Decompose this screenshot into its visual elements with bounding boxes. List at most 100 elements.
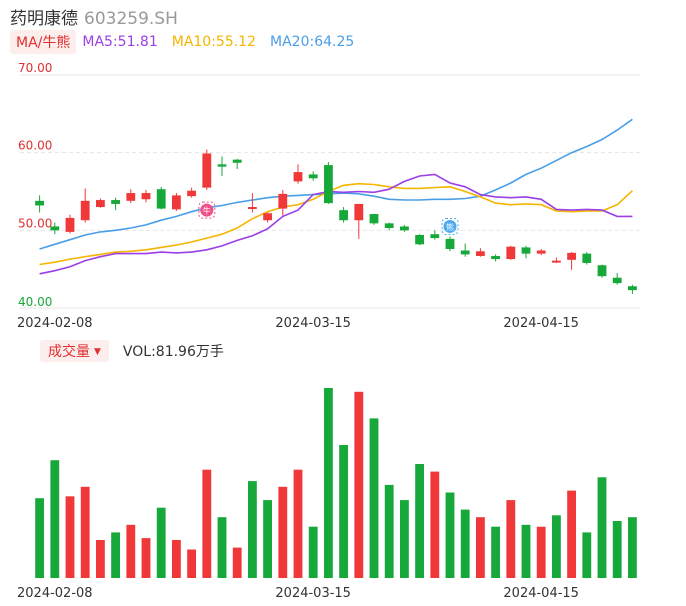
x-tick-label: 2024-03-15 [275, 316, 351, 331]
volume-bar [354, 391, 364, 578]
volume-bar [35, 498, 45, 578]
ma10-label: MA10:55.12 [171, 34, 257, 50]
candle-body [50, 226, 60, 231]
volume-bar [506, 500, 516, 578]
volume-bar [50, 460, 60, 578]
candle-body [506, 246, 516, 260]
candle-body [491, 255, 501, 260]
volume-bar [156, 507, 166, 578]
volume-bar [217, 517, 227, 578]
volume-bar [460, 509, 470, 578]
candle-body [551, 260, 561, 263]
volume-bar [369, 418, 379, 578]
volume-bar [597, 477, 607, 578]
ma5-label: MA5:51.81 [82, 34, 158, 50]
caret-down-icon: ▼ [94, 347, 101, 357]
candle-body [369, 214, 379, 224]
ma20-line [39, 118, 633, 250]
candle-body [521, 247, 531, 254]
volume-indicator-button[interactable]: 成交量 ▼ [40, 340, 109, 362]
volume-bar [323, 388, 333, 578]
volume-bar [627, 517, 637, 578]
volume-bar [232, 547, 242, 578]
volume-bar [202, 469, 212, 578]
y-tick-label: 70.00 [18, 61, 52, 75]
candle-body [278, 193, 288, 209]
volume-bar [247, 481, 257, 578]
bull-icon-badge [200, 203, 214, 217]
candle-body [65, 217, 75, 232]
volume-bar [399, 500, 409, 578]
volume-x-tick-label: 2024-04-15 [503, 586, 579, 601]
volume-x-tick-label: 2024-02-08 [17, 586, 93, 601]
candle-body [323, 165, 333, 204]
candle-body [217, 164, 227, 167]
volume-bar [475, 517, 485, 578]
stock-title: 药明康德 603259.SH [10, 4, 178, 29]
candle-body [567, 252, 577, 260]
stock-name: 药明康德 [10, 9, 78, 29]
candle-body [141, 193, 151, 200]
volume-bar [187, 549, 197, 578]
x-tick-label: 2024-04-15 [503, 316, 579, 331]
volume-button-label: 成交量 [48, 344, 90, 360]
candle-body [35, 200, 45, 206]
candle-body [475, 251, 485, 256]
candle-body [415, 234, 425, 245]
volume-legend: 成交量 ▼ VOL:81.96万手 [40, 340, 224, 362]
volume-bar [384, 484, 394, 578]
ma10-line [39, 182, 633, 266]
candle-body [445, 238, 455, 249]
volume-bar [80, 486, 90, 578]
volume-bar [141, 538, 151, 578]
candle-body [430, 234, 440, 239]
volume-bar [293, 469, 303, 578]
volume-bar [612, 521, 622, 578]
candle-body [293, 172, 303, 182]
candle-body [582, 253, 592, 263]
volume-value: VOL:81.96万手 [122, 344, 224, 360]
bear-icon-badge [443, 219, 457, 233]
ma5-line [39, 173, 633, 275]
candle-body [80, 200, 90, 221]
volume-x-tick-label: 2024-03-15 [275, 586, 351, 601]
ma-indicator-button[interactable]: MA/牛熊 [10, 30, 77, 54]
bear-icon-text: 熊 [446, 222, 454, 232]
candle-body [384, 223, 394, 229]
bull-icon-text: 牛 [203, 206, 211, 216]
candle-body [339, 210, 349, 221]
volume-bar [126, 524, 136, 578]
candle-body [399, 226, 409, 231]
candle-body [126, 193, 136, 201]
volume-bar [65, 496, 75, 578]
volume-bar [308, 526, 318, 578]
y-tick-label: 40.00 [18, 295, 52, 309]
candle-body [263, 213, 273, 221]
volume-bar [551, 515, 561, 578]
volume-bar [445, 492, 455, 578]
volume-bar [415, 464, 425, 578]
bear-icon-frame [441, 217, 459, 235]
candle-body [308, 174, 318, 179]
candle-body [627, 286, 637, 291]
volume-bar [536, 526, 546, 578]
volume-bar [491, 526, 501, 578]
volume-bar [567, 490, 577, 578]
volume-bar [111, 532, 121, 578]
ma-legend: MA/牛熊 MA5:51.81 MA10:55.12 MA20:64.25 [10, 30, 368, 54]
candle-body [232, 159, 242, 163]
volume-bar [263, 500, 273, 578]
candle-body [612, 277, 622, 284]
candle-body [597, 265, 607, 277]
volume-bar [582, 532, 592, 578]
ma20-label: MA20:64.25 [270, 34, 355, 50]
candle-body [156, 189, 166, 209]
candle-body [536, 250, 546, 254]
candle-body [95, 200, 105, 208]
candle-body [460, 250, 470, 255]
candle-body [247, 207, 257, 210]
y-tick-label: 60.00 [18, 139, 52, 153]
volume-bar [521, 524, 531, 578]
x-tick-label: 2024-02-08 [17, 316, 93, 331]
